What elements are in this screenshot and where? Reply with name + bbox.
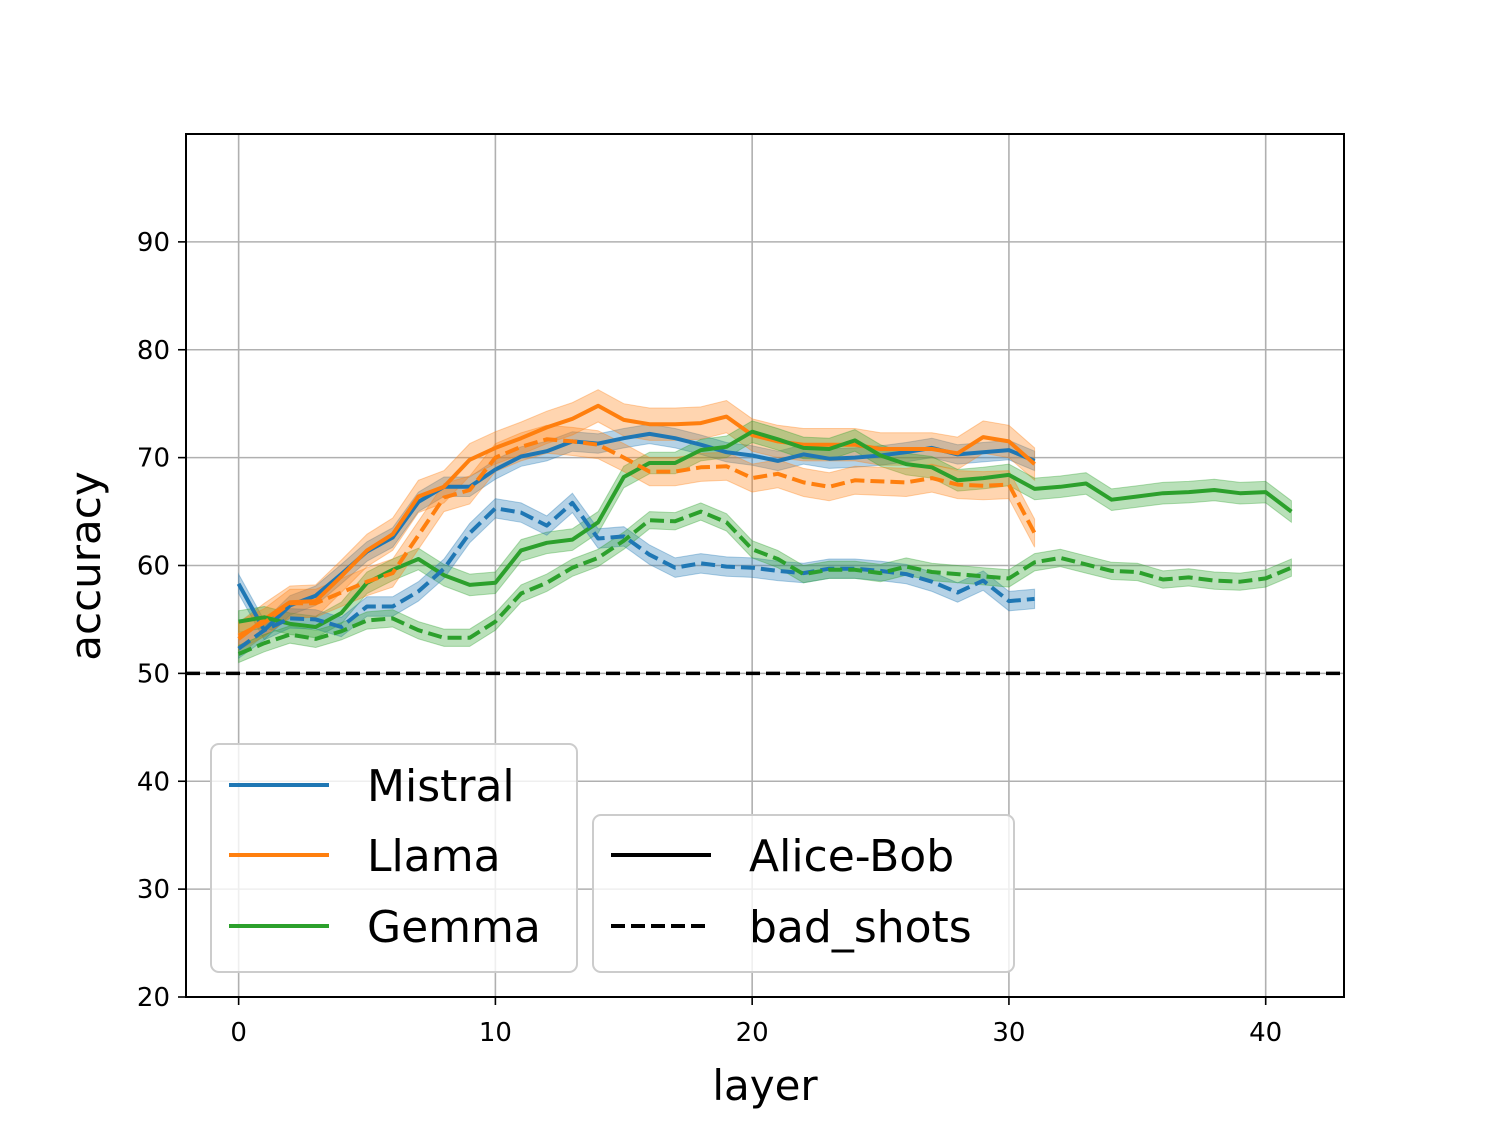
band-mistral-bad-shots <box>238 492 1036 660</box>
axis-ticks: 0 10 20 30 40 20 30 40 50 60 70 80 90 <box>137 228 1282 1048</box>
y-axis-label: accuracy <box>61 471 110 661</box>
x-tick-label: 30 <box>992 1018 1025 1048</box>
x-tick-label: 40 <box>1249 1018 1282 1048</box>
line-mistral-bad-shots <box>237 500 1035 651</box>
series-lines <box>236 403 1293 656</box>
x-tick-label: 20 <box>736 1018 769 1048</box>
line-llama-bad-shots <box>237 437 1037 638</box>
legend-label-mistral: Mistral <box>367 761 515 812</box>
y-tick-label: 50 <box>137 659 170 689</box>
x-axis-label: layer <box>712 1061 818 1110</box>
legend-label-llama: Llama <box>367 831 501 882</box>
line-gemma <box>238 429 1293 629</box>
y-tick-label: 60 <box>137 552 170 582</box>
y-tick-label: 30 <box>137 875 170 905</box>
y-tick-label: 80 <box>137 336 170 366</box>
band-llama <box>238 389 1036 657</box>
y-tick-label: 70 <box>137 444 170 474</box>
legend-label-gemma: Gemma <box>367 902 541 953</box>
y-tick-label: 40 <box>137 767 170 797</box>
y-tick-label: 20 <box>137 983 170 1013</box>
line-llama <box>237 403 1036 641</box>
legend-models: Mistral Llama Gemma <box>210 743 578 973</box>
y-tick-label: 90 <box>137 228 170 258</box>
band-gemma-bad-shots <box>238 502 1292 664</box>
legend-label-alice-bob: Alice-Bob <box>749 831 954 882</box>
band-gemma <box>238 420 1292 639</box>
legend-label-bad-shots: bad_shots <box>749 902 972 953</box>
x-tick-label: 0 <box>230 1018 247 1048</box>
line-gemma-bad-shots <box>237 509 1293 656</box>
x-tick-label: 10 <box>479 1018 512 1048</box>
band-llama-bad-shots <box>238 424 1036 651</box>
legend-styles: Alice-Bob bad_shots <box>592 814 1015 973</box>
